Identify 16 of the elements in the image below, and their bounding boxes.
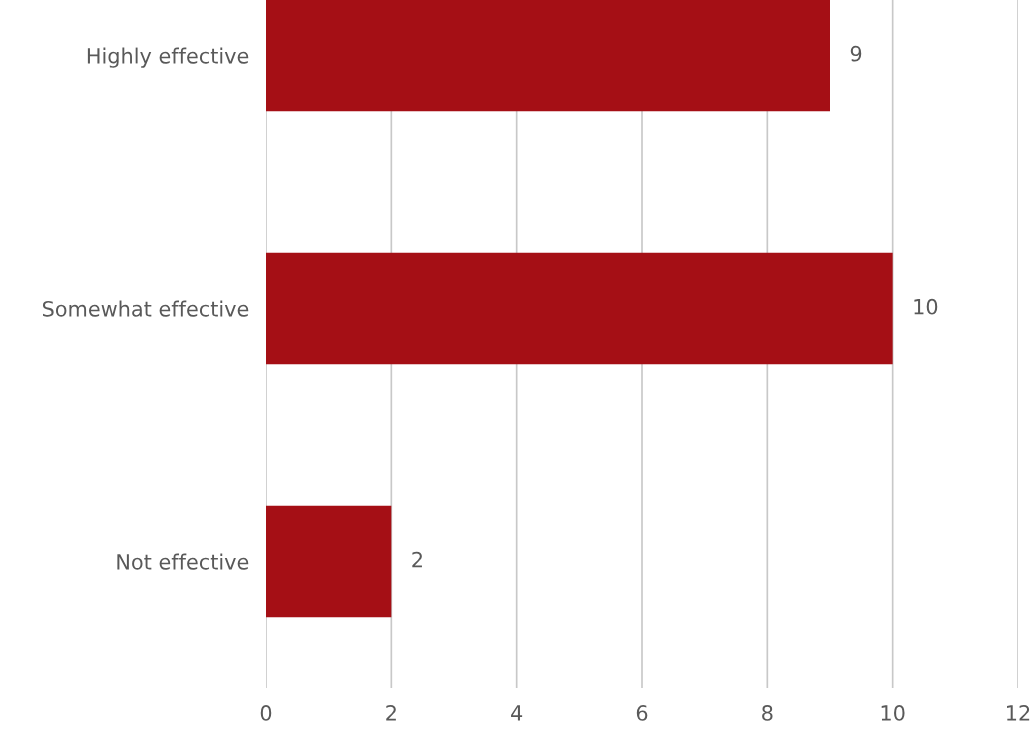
y-tick-label: Highly effective xyxy=(87,47,249,68)
x-tick-label: 6 xyxy=(636,705,648,721)
x-tick-label: 4 xyxy=(511,705,523,721)
data-label: 10 xyxy=(914,298,938,315)
x-tick-label: 10 xyxy=(881,705,905,721)
bar xyxy=(266,0,830,112)
y-tick-label: Not effective xyxy=(117,553,249,570)
x-tick-label: 8 xyxy=(762,705,773,721)
y-tick-label: Somewhat effective xyxy=(42,300,249,317)
bar xyxy=(266,252,893,365)
x-tick-label: 12 xyxy=(1007,705,1030,721)
x-tick-label: 2 xyxy=(386,705,396,721)
bar xyxy=(266,505,392,618)
data-label: 2 xyxy=(412,551,422,568)
x-tick-label: 0 xyxy=(260,705,272,721)
data-label: 9 xyxy=(850,45,862,62)
